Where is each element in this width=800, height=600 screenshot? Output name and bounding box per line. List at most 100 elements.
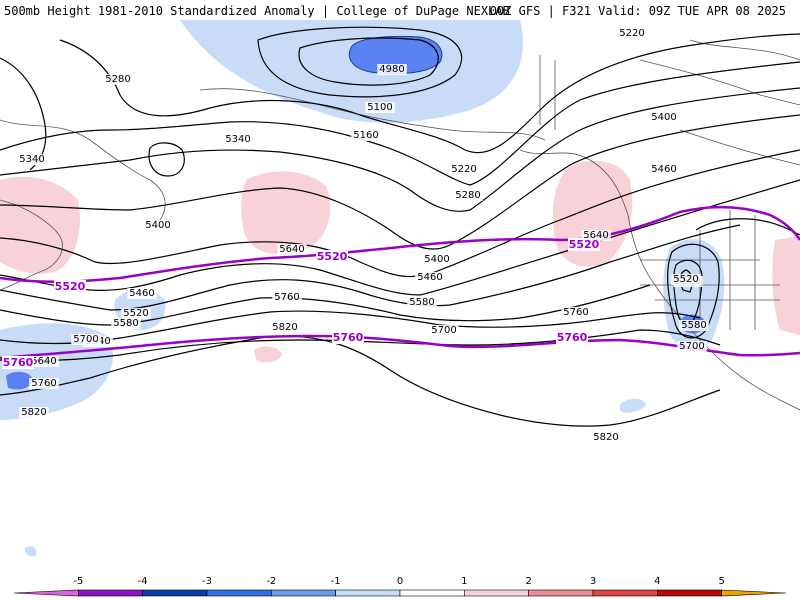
height-contour-label: 5280 — [455, 190, 480, 201]
height-contour-label: 5640 — [279, 244, 304, 255]
colorbar-tick-label: -4 — [138, 576, 148, 587]
height-label-bg — [591, 432, 621, 443]
height-contour-label: 5640 — [31, 356, 56, 367]
reference-contours — [0, 205, 800, 360]
height-label-layer: 5280 5340 5100 5160 4980 5220 5340 5400 5460 5400… — [17, 28, 709, 443]
reference-contour-label: 5760 — [333, 331, 364, 344]
height-label-bg — [422, 254, 452, 265]
negative-anomaly-area — [0, 323, 113, 420]
height-contour-label: 5340 — [19, 154, 44, 165]
colorbar-swatch — [78, 589, 143, 597]
height-label-bg — [270, 322, 300, 333]
contour-5520 — [0, 205, 800, 284]
reference-contour-label: 5760 — [3, 356, 34, 369]
height-contour-label: 5580 — [409, 297, 434, 308]
height-contour-label: 5760 — [31, 378, 56, 389]
negative-anomaly-area — [24, 546, 37, 557]
height-label-bg — [272, 292, 302, 303]
reference-contour-label: 5520 — [55, 280, 86, 293]
height-anomaly-map: 5280 5340 5100 5160 4980 5220 5340 5400 5460 5400… — [0, 20, 800, 572]
height-label-bg — [429, 325, 459, 336]
colorbar-tick-label: -2 — [266, 576, 276, 587]
colorbar-tick-label: 2 — [525, 576, 531, 587]
height-label-bg — [111, 318, 141, 329]
strong-negative-anomaly-area — [348, 35, 443, 75]
height-label-bg — [19, 407, 49, 418]
height-label-bg — [453, 190, 483, 201]
height-contour-label: 5400 — [145, 220, 170, 231]
height-label-bg — [223, 134, 253, 145]
colorbar-swatch — [335, 589, 401, 597]
colorbar-tick-label: -3 — [202, 576, 212, 587]
height-contour-label: 5160 — [353, 130, 378, 141]
height-contour-label: 5700 — [431, 325, 456, 336]
height-contour-label: 5820 — [593, 432, 618, 443]
height-label-bg — [649, 164, 679, 175]
height-label-bg — [581, 230, 611, 241]
height-label-bg — [17, 154, 47, 165]
colorbar-swatch — [528, 589, 594, 597]
height-contour-label: 5520 — [673, 274, 698, 285]
height-contour-label: 5400 — [651, 112, 676, 123]
height-label-bg — [71, 334, 101, 345]
height-contour-label: 5820 — [21, 407, 46, 418]
height-contour-label: 5220 — [451, 164, 476, 175]
height-label-bg — [143, 220, 173, 231]
height-contour-label: 5520 — [123, 308, 148, 319]
height-label-bg — [127, 288, 157, 299]
colorbar-tick-label: -5 — [73, 576, 83, 587]
colorbar-swatch — [271, 589, 336, 597]
colorbar-swatch — [592, 589, 658, 597]
height-label-bg — [415, 272, 445, 283]
height-contour-label: 5760 — [274, 292, 299, 303]
reference-label-bg — [316, 250, 348, 263]
height-contour-label: 5460 — [129, 288, 154, 299]
height-contour-label: 5580 — [681, 320, 706, 331]
height-label-bg — [649, 112, 679, 123]
colorbar-swatch — [206, 589, 272, 597]
height-label-bg — [365, 102, 395, 113]
height-label-bg — [407, 297, 437, 308]
colorbar-tick-label: 4 — [654, 576, 660, 587]
height-contour-label: 5100 — [367, 102, 392, 113]
height-contour-label: 5340 — [225, 134, 250, 145]
colorbar-swatch — [142, 589, 208, 597]
reference-contour-label: 5520 — [569, 238, 600, 251]
height-label-bg — [277, 244, 307, 255]
reference-label-bg — [2, 356, 34, 369]
height-label-bg — [449, 164, 479, 175]
positive-anomaly-area — [254, 346, 282, 363]
colorbar-swatch — [399, 589, 465, 597]
colorbar-swatches — [13, 589, 787, 597]
height-label-bg — [677, 341, 707, 352]
anomaly-colorbar: -5 -4 -3 -2 -1 0 1 2 3 4 5 — [13, 576, 787, 597]
height-contour-label: 5580 — [113, 318, 138, 329]
reference-label-bg — [568, 238, 600, 251]
colorbar-tick-label: -1 — [331, 576, 341, 587]
reference-contour-label: 5760 — [557, 331, 588, 344]
height-contour-label: 5820 — [272, 322, 297, 333]
map-title: 500mb Height 1981-2010 Standardized Anom… — [4, 4, 510, 18]
colorbar-tick-label: 0 — [397, 576, 403, 587]
height-contour-label: 5700 — [73, 334, 98, 345]
colorbar-swatch — [464, 589, 529, 597]
height-contour-label: 5700 — [679, 341, 704, 352]
height-label-bg — [617, 28, 647, 39]
positive-anomaly-area — [772, 236, 800, 335]
reference-contour-label: 5520 — [317, 250, 348, 263]
positive-anomaly-area — [0, 176, 80, 274]
colorbar-tick-label: 3 — [590, 576, 596, 587]
height-contour-label: 5640 — [583, 230, 608, 241]
contour-5760 — [0, 334, 800, 360]
height-label-bg — [121, 308, 151, 319]
colorbar-tick-label: 5 — [718, 576, 724, 587]
height-label-bg — [351, 130, 381, 141]
height-label-bg — [29, 378, 59, 389]
height-contour-label: 5220 — [619, 28, 644, 39]
height-contour-label: 5400 — [424, 254, 449, 265]
reference-label-layer: 5520 5520 5520 5760 5760 5760 — [2, 238, 600, 369]
reference-label-bg — [54, 280, 86, 293]
height-label-bg — [377, 64, 407, 75]
height-contour-label: 5460 — [417, 272, 442, 283]
height-label-bg — [29, 356, 59, 367]
